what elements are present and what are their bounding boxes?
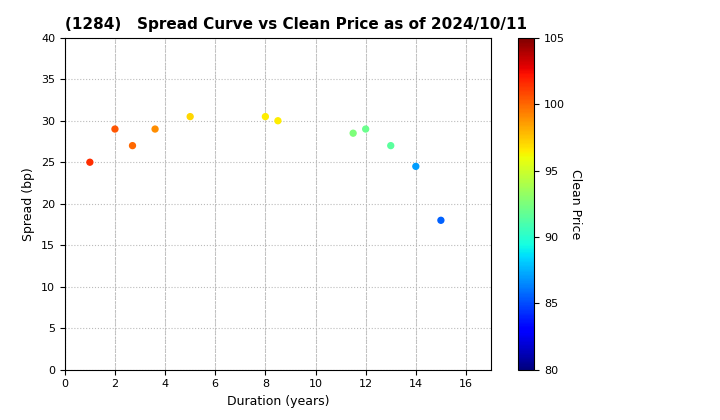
Y-axis label: Spread (bp): Spread (bp) xyxy=(22,167,35,241)
Point xyxy=(435,217,446,223)
Point xyxy=(127,142,138,149)
Point xyxy=(410,163,422,170)
Point xyxy=(360,126,372,132)
Point xyxy=(149,126,161,132)
Point xyxy=(385,142,397,149)
Point xyxy=(260,113,271,120)
Point xyxy=(272,117,284,124)
Point xyxy=(184,113,196,120)
Point xyxy=(347,130,359,136)
Y-axis label: Clean Price: Clean Price xyxy=(569,168,582,239)
Point xyxy=(109,126,121,132)
Point xyxy=(84,159,96,165)
Text: (1284)   Spread Curve vs Clean Price as of 2024/10/11: (1284) Spread Curve vs Clean Price as of… xyxy=(65,18,527,32)
X-axis label: Duration (years): Duration (years) xyxy=(227,395,329,408)
